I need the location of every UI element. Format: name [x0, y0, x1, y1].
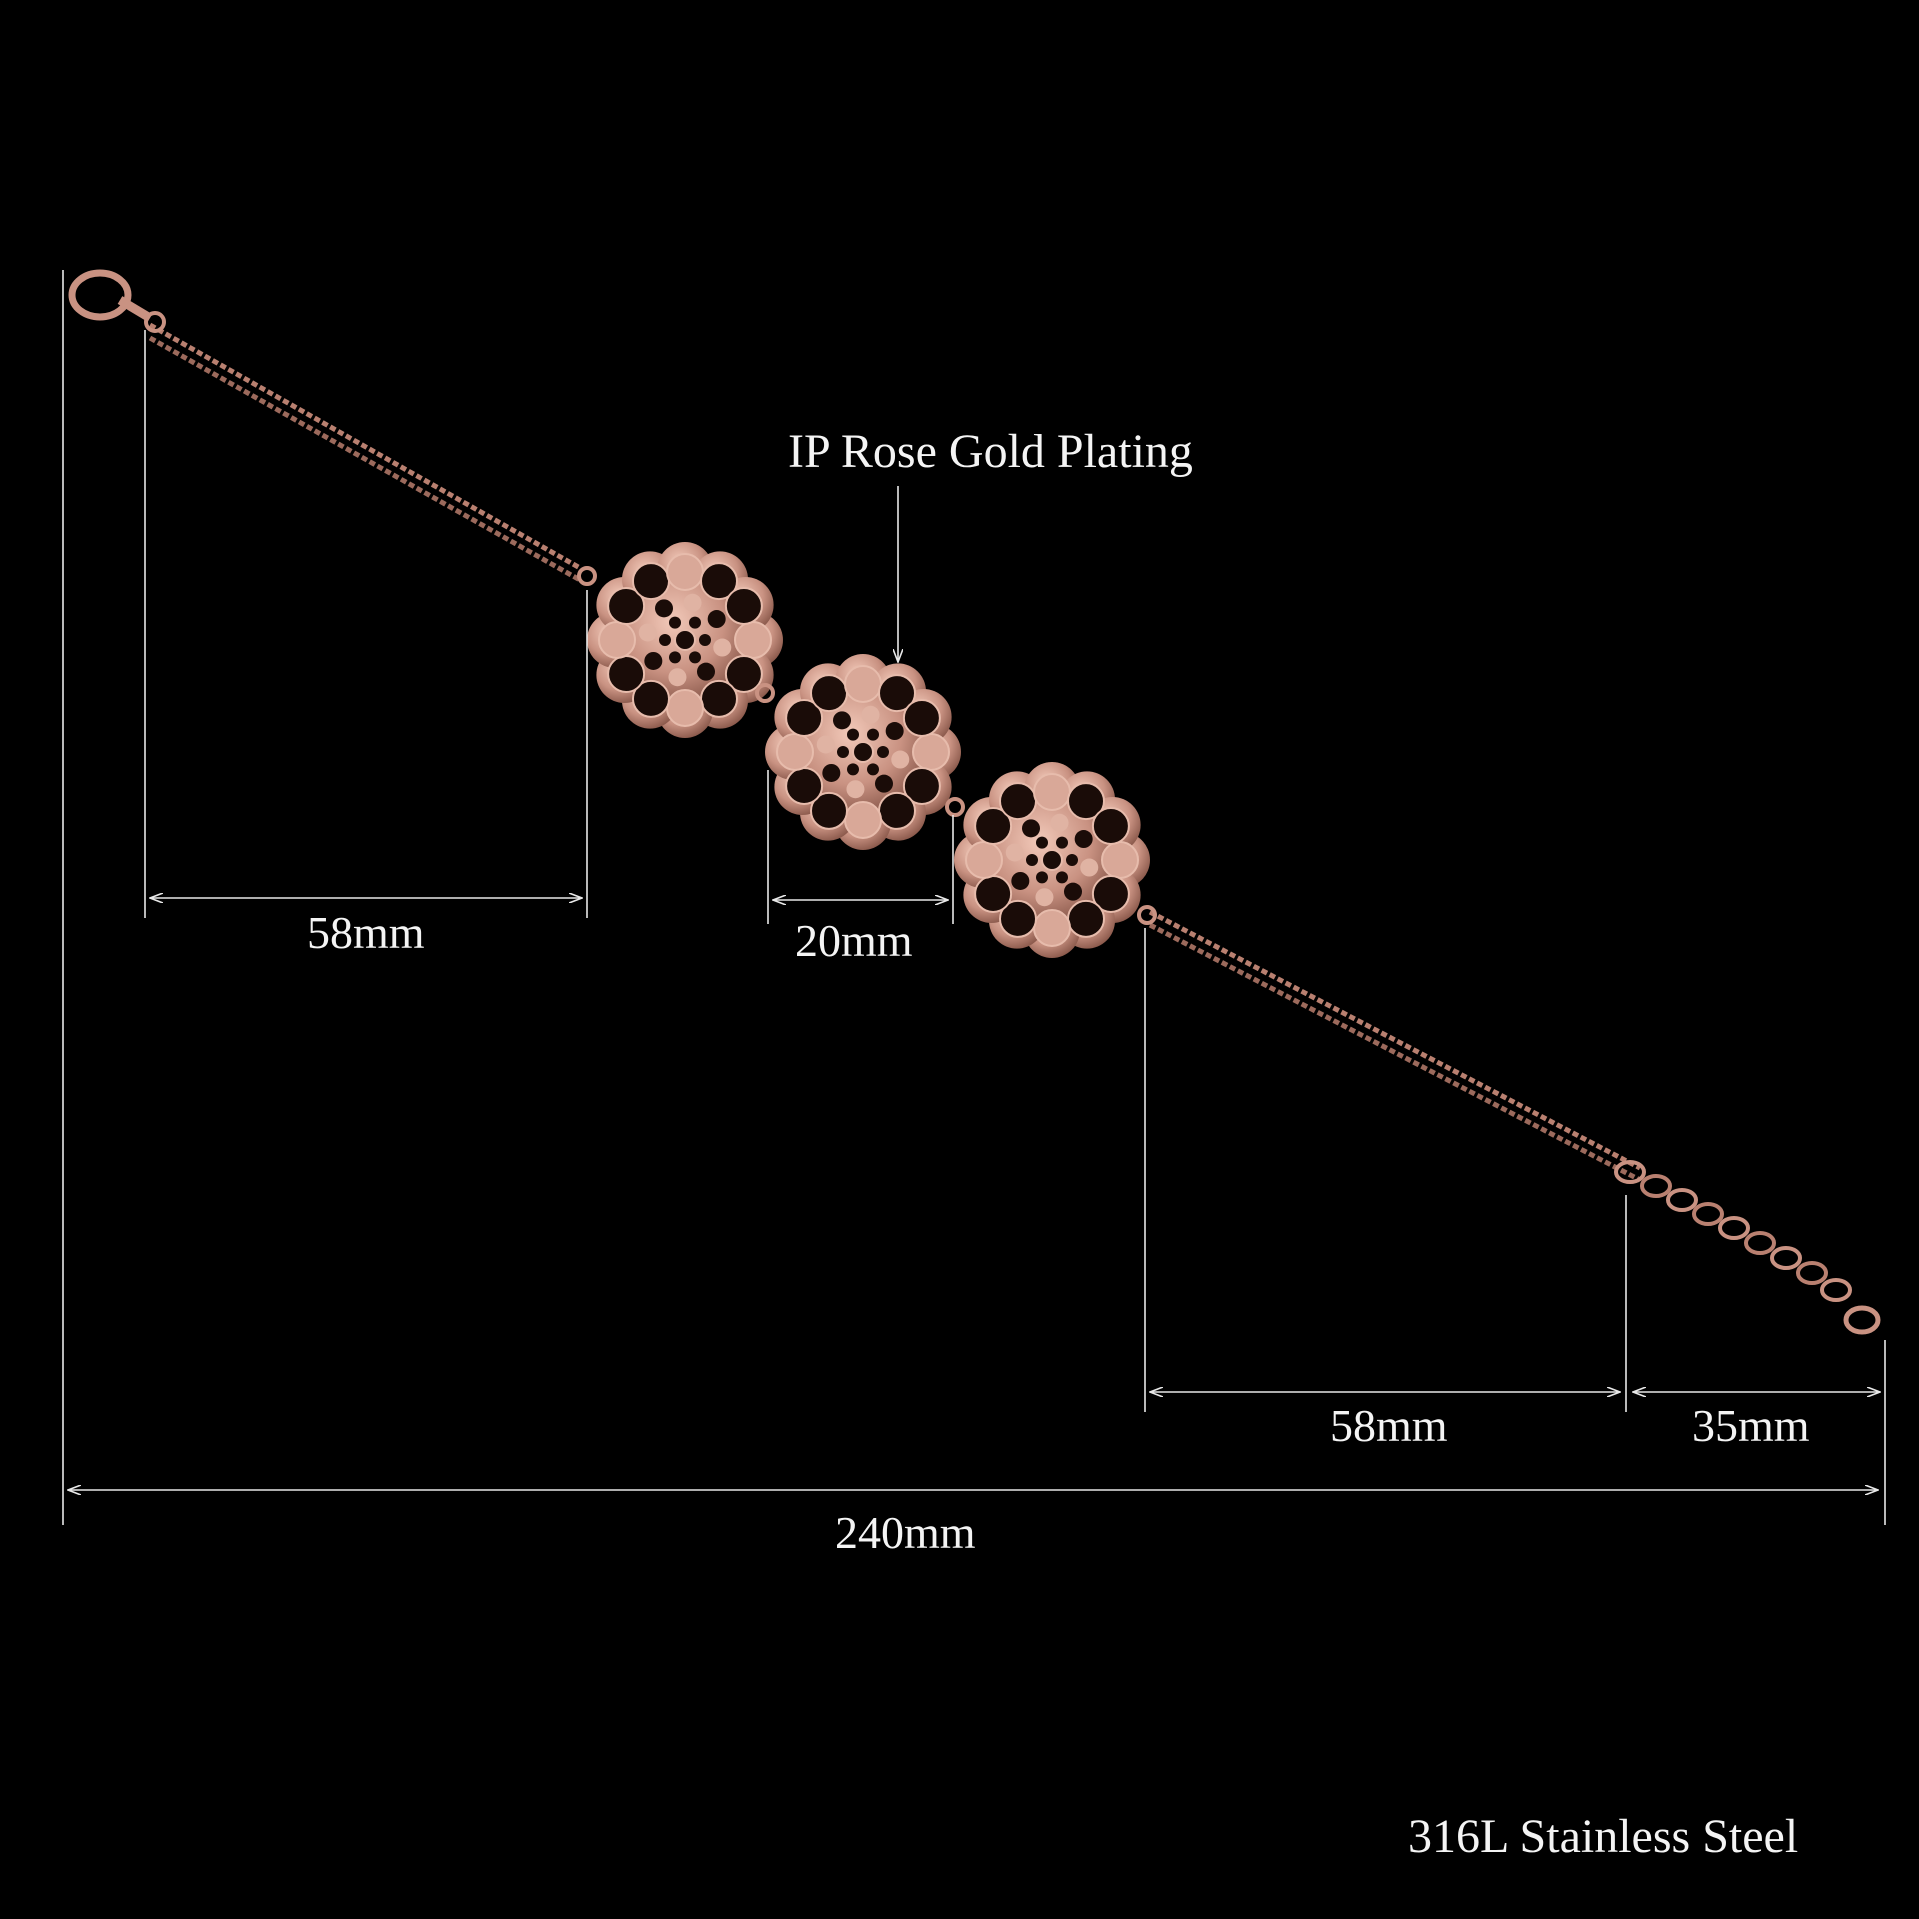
extender-chain [1614, 1160, 1881, 1335]
dimension-label-chain-left: 58mm [307, 907, 425, 958]
chain-right [1148, 909, 1642, 1183]
dimension-label-chain-right: 58mm [1330, 1400, 1448, 1451]
lobster-clasp [68, 269, 166, 333]
dimension-label-total-length: 240mm [835, 1507, 976, 1558]
flower-charm-right [954, 762, 1150, 958]
material-label: 316L Stainless Steel [1408, 1810, 1799, 1863]
dimension-label-flower-width: 20mm [795, 915, 913, 966]
chain-left [148, 322, 582, 583]
plating-callout-label: IP Rose Gold Plating [788, 425, 1193, 478]
dimension-lines [62, 270, 1886, 1525]
flower-charm-left [587, 542, 783, 738]
flower-charm-center [765, 654, 961, 850]
dimension-label-extender: 35mm [1692, 1400, 1810, 1451]
